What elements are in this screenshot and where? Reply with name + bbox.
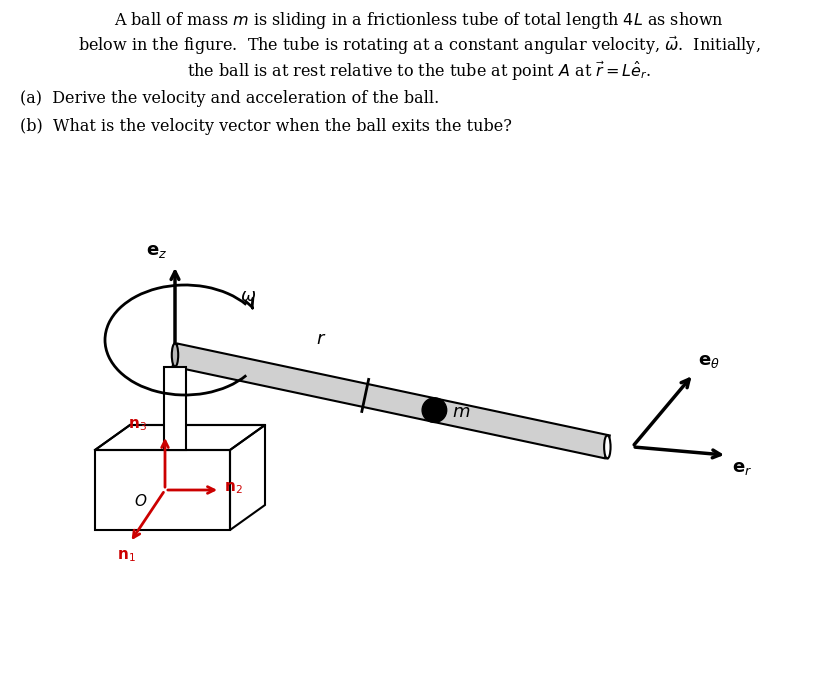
Text: the ball is at rest relative to the tube at point $A$ at $\vec{r} = L\hat{e}_r$.: the ball is at rest relative to the tube… [187, 60, 651, 83]
Polygon shape [173, 344, 610, 458]
Ellipse shape [604, 435, 611, 459]
Text: $\omega$: $\omega$ [240, 287, 256, 305]
Circle shape [422, 398, 447, 422]
Text: $\mathbf{n}_1$: $\mathbf{n}_1$ [116, 549, 136, 564]
Polygon shape [164, 366, 186, 450]
Text: $m$: $m$ [452, 403, 470, 421]
Ellipse shape [172, 344, 178, 366]
Text: (a)  Derive the velocity and acceleration of the ball.: (a) Derive the velocity and acceleration… [20, 90, 439, 107]
Text: $\mathbf{e}_z$: $\mathbf{e}_z$ [146, 242, 167, 260]
Text: (b)  What is the velocity vector when the ball exits the tube?: (b) What is the velocity vector when the… [20, 118, 512, 135]
Text: $\mathbf{e}_r$: $\mathbf{e}_r$ [732, 459, 753, 477]
Text: $\mathbf{n}_2$: $\mathbf{n}_2$ [224, 480, 243, 496]
Text: $O$: $O$ [133, 493, 147, 509]
Text: $\mathbf{n}_3$: $\mathbf{n}_3$ [128, 417, 147, 433]
Text: A ball of mass $m$ is sliding in a frictionless tube of total length $4L$ as sho: A ball of mass $m$ is sliding in a frict… [114, 10, 724, 31]
Text: below in the figure.  The tube is rotating at a constant angular velocity, $\vec: below in the figure. The tube is rotatin… [78, 35, 760, 57]
Text: $\mathbf{e}_{\theta}$: $\mathbf{e}_{\theta}$ [698, 352, 721, 370]
Text: $r$: $r$ [316, 331, 326, 348]
